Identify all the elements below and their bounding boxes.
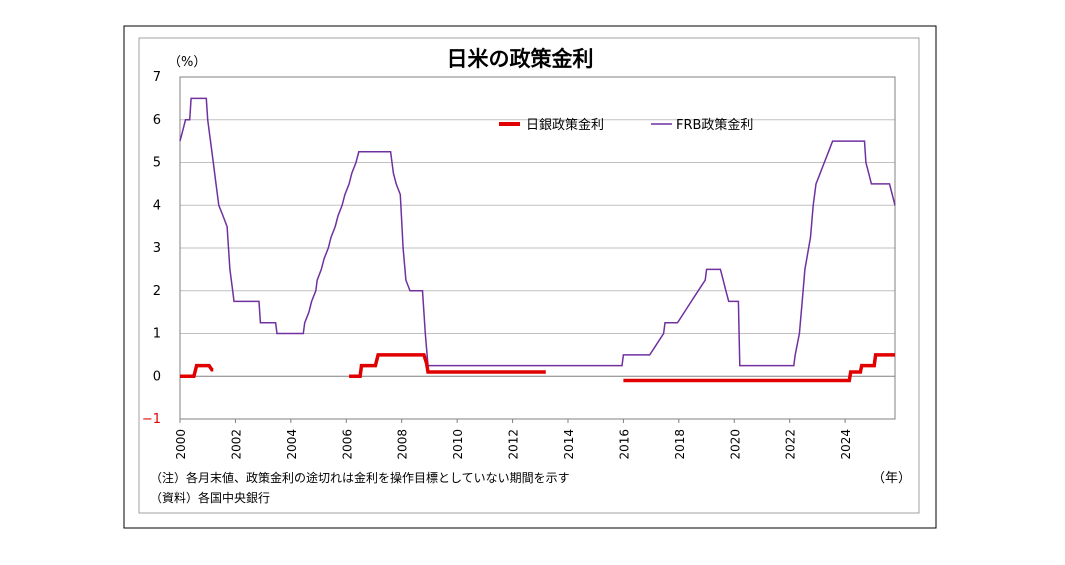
- footnote-note: （注）各月末値、政策金利の途切れは金利を操作目標としていない期間を示す: [150, 470, 570, 485]
- x-tick-label-0: 2000: [174, 429, 188, 460]
- y-tick-label-7: 0: [153, 369, 161, 384]
- x-axis-unit-label: （年）: [872, 471, 911, 486]
- frb-rate-line-0: [179, 97, 896, 367]
- legend-label-frb: FRB政策金利: [676, 117, 753, 133]
- x-tick-label-4: 2008: [396, 429, 410, 460]
- y-axis-unit-label: （%）: [168, 55, 206, 70]
- x-tick-label-10: 2020: [728, 429, 742, 460]
- boj-rate-line-0: [180, 363, 214, 379]
- x-tick-label-8: 2016: [617, 429, 631, 460]
- series-layer: [179, 97, 896, 383]
- x-tick-label-5: 2010: [451, 429, 465, 460]
- x-tick-label-12: 2024: [839, 429, 853, 460]
- x-axis-ticks: 2000 2002 2004 2006 2008 2010 2012 2014 2016 2018…: [174, 419, 853, 460]
- y-tick-label-1: 6: [153, 113, 161, 128]
- x-tick-label-2: 2004: [285, 429, 299, 460]
- x-tick-label-9: 2018: [673, 429, 687, 460]
- x-tick-label-7: 2014: [562, 429, 576, 460]
- x-tick-label-3: 2006: [340, 429, 354, 460]
- x-tick-label-11: 2022: [784, 429, 798, 460]
- y-tick-label-6: 1: [153, 327, 161, 342]
- y-tick-label-0: 7: [153, 70, 161, 85]
- legend-label-boj: 日銀政策金利: [526, 117, 604, 133]
- legend: 日銀政策金利 FRB政策金利: [499, 117, 753, 133]
- y-tick-label-2: 5: [153, 156, 161, 171]
- x-tick-label-1: 2002: [229, 429, 243, 460]
- plot-area: [179, 76, 896, 420]
- footnote-source: （資料）各国中央銀行: [150, 490, 270, 505]
- y-axis-ticks: 7 6 5 4 3 2 1 0 −1: [142, 70, 161, 427]
- y-tick-label-3: 4: [153, 198, 161, 213]
- x-tick-label-6: 2012: [507, 429, 521, 460]
- boj-rate-line-2: [623, 353, 895, 383]
- boj-rate-line-1: [349, 353, 546, 379]
- y-tick-label-8: −1: [142, 412, 161, 427]
- outer-border: [123, 25, 937, 529]
- inner-border: [138, 37, 920, 514]
- chart-title: 日米の政策金利: [447, 47, 594, 71]
- y-tick-label-4: 3: [153, 241, 161, 256]
- y-tick-label-5: 2: [153, 284, 161, 299]
